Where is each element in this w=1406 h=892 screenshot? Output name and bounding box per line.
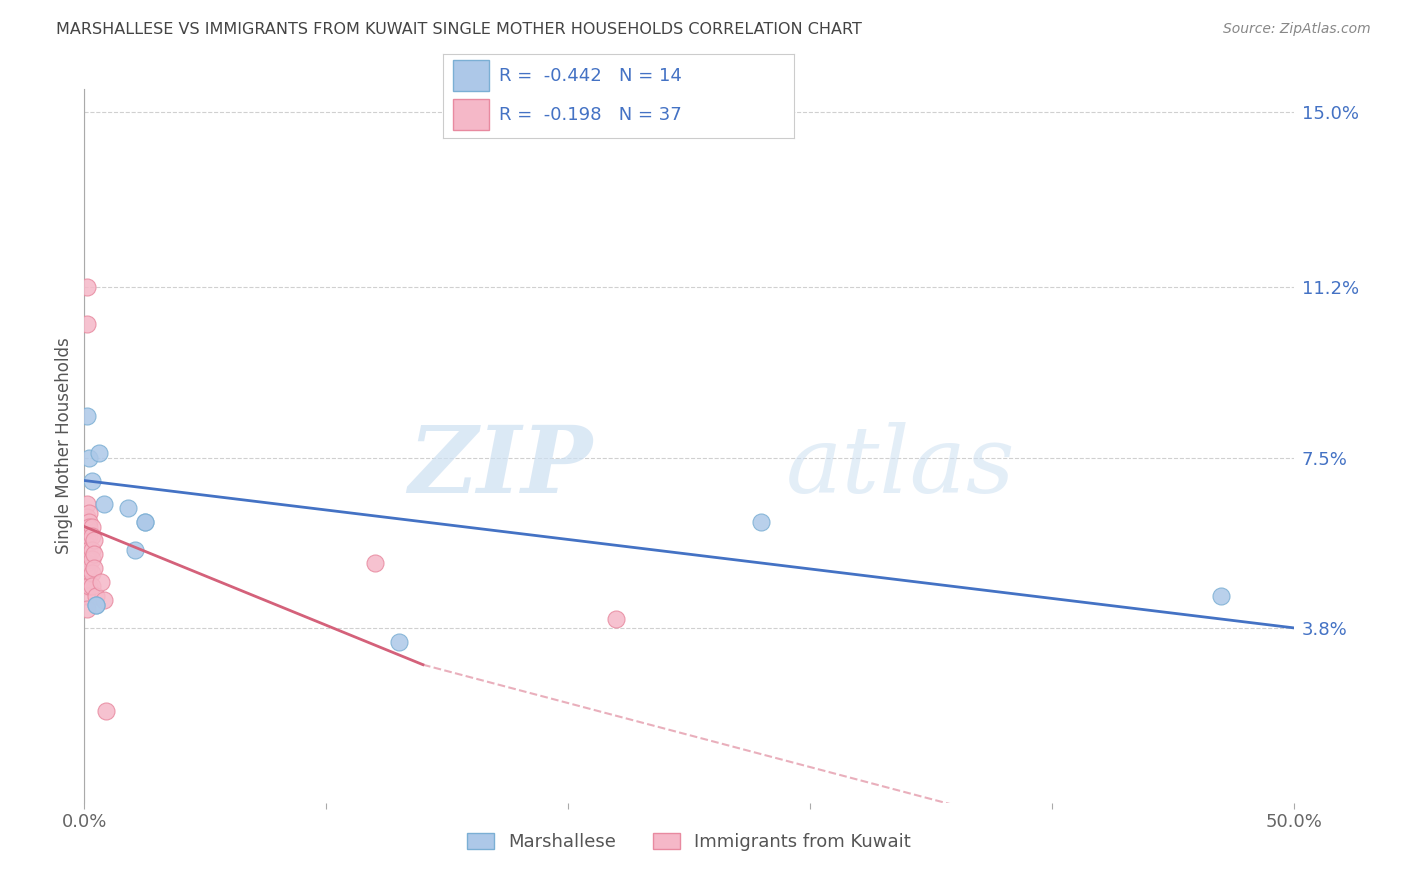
Point <box>77 506 100 520</box>
Point <box>77 561 100 575</box>
Point <box>80 542 103 557</box>
Point <box>77 542 100 557</box>
Point <box>94 704 117 718</box>
Text: atlas: atlas <box>786 423 1015 512</box>
Point <box>388 634 411 648</box>
Point <box>83 561 105 575</box>
Bar <box>453 61 489 91</box>
Point <box>117 501 139 516</box>
Legend: Marshallese, Immigrants from Kuwait: Marshallese, Immigrants from Kuwait <box>460 825 918 858</box>
Point <box>751 515 773 529</box>
Point <box>93 497 115 511</box>
Point <box>76 280 98 294</box>
Point <box>90 574 112 589</box>
Point <box>80 529 103 543</box>
Point <box>76 557 98 571</box>
Point <box>124 542 146 557</box>
Point <box>77 551 100 566</box>
Point <box>77 579 100 593</box>
Point <box>76 409 98 423</box>
Point <box>80 566 103 580</box>
Point <box>86 598 108 612</box>
Point <box>76 602 98 616</box>
Text: MARSHALLESE VS IMMIGRANTS FROM KUWAIT SINGLE MOTHER HOUSEHOLDS CORRELATION CHART: MARSHALLESE VS IMMIGRANTS FROM KUWAIT SI… <box>56 22 862 37</box>
Point <box>76 561 98 575</box>
Y-axis label: Single Mother Households: Single Mother Households <box>55 338 73 554</box>
Text: ZIP: ZIP <box>408 423 592 512</box>
Point <box>83 533 105 548</box>
Point <box>1209 589 1232 603</box>
Point <box>76 551 98 566</box>
Point <box>80 519 103 533</box>
Point <box>80 474 103 488</box>
Point <box>76 566 98 580</box>
Point <box>76 529 98 543</box>
Point <box>86 589 108 603</box>
Point <box>76 538 98 552</box>
Point <box>77 529 100 543</box>
Point <box>363 557 385 571</box>
Text: R =  -0.442   N = 14: R = -0.442 N = 14 <box>499 67 682 85</box>
Point <box>87 446 110 460</box>
Point <box>93 593 115 607</box>
Point <box>83 547 105 561</box>
Point <box>86 598 108 612</box>
Point <box>80 551 103 566</box>
Point <box>77 450 100 465</box>
Point <box>76 317 98 331</box>
Point <box>76 519 98 533</box>
Point <box>77 515 100 529</box>
Point <box>134 515 156 529</box>
Point <box>605 612 627 626</box>
Text: Source: ZipAtlas.com: Source: ZipAtlas.com <box>1223 22 1371 37</box>
Point <box>134 515 156 529</box>
Point <box>76 579 98 593</box>
Bar <box>453 99 489 130</box>
Text: R =  -0.198   N = 37: R = -0.198 N = 37 <box>499 105 682 123</box>
Point <box>80 579 103 593</box>
Point <box>76 589 98 603</box>
Point <box>77 519 100 533</box>
Point <box>76 497 98 511</box>
Point <box>76 510 98 524</box>
